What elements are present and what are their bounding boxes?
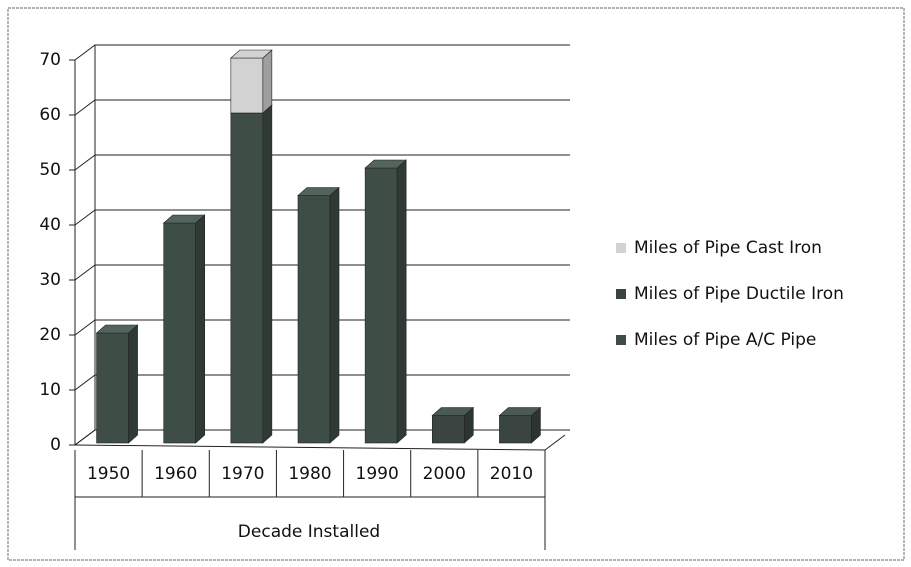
bar-top bbox=[364, 159, 407, 169]
x-tick-label: 1970 bbox=[221, 464, 264, 484]
bar-segment bbox=[297, 195, 331, 444]
grid-line bbox=[74, 154, 570, 171]
bar-segment bbox=[431, 415, 465, 444]
bar-segment bbox=[364, 167, 398, 444]
grid-line bbox=[74, 319, 570, 336]
y-tick-label: 50 bbox=[39, 160, 61, 180]
x-tick-label: 1990 bbox=[356, 464, 399, 484]
y-tick-label: 70 bbox=[39, 50, 61, 70]
grid-line bbox=[74, 374, 570, 391]
bar-side bbox=[396, 159, 407, 444]
x-tick-label: 1960 bbox=[154, 464, 197, 484]
y-tick-label: 10 bbox=[39, 380, 61, 400]
floor-edge bbox=[74, 444, 546, 451]
chart-frame bbox=[7, 7, 905, 561]
x-tick-label: 1950 bbox=[87, 464, 130, 484]
x-tick-label: 2000 bbox=[423, 464, 466, 484]
bar-top bbox=[297, 187, 340, 196]
grid-line bbox=[74, 209, 570, 226]
x-tick-label: 1980 bbox=[288, 464, 331, 484]
bar-segment bbox=[96, 332, 129, 444]
y-tick-label: 30 bbox=[39, 270, 61, 290]
bar-top bbox=[431, 407, 475, 416]
bar-segment bbox=[230, 57, 264, 114]
grid-line bbox=[74, 429, 570, 446]
bar-side bbox=[262, 104, 273, 444]
floor-edge bbox=[544, 434, 566, 451]
legend-label: Miles of Pipe A/C Pipe bbox=[634, 330, 816, 350]
y-tick-label: 60 bbox=[39, 105, 61, 125]
grid-line bbox=[74, 264, 570, 281]
bar-segment bbox=[499, 415, 532, 444]
legend-swatch bbox=[616, 335, 626, 345]
legend-swatch bbox=[616, 243, 626, 253]
bar-segment bbox=[230, 112, 264, 444]
bar-segment bbox=[163, 222, 197, 444]
bar-side bbox=[262, 49, 273, 114]
bar-top bbox=[498, 407, 542, 416]
bar-side bbox=[329, 186, 340, 444]
bar-top bbox=[95, 324, 139, 334]
bar-top bbox=[230, 49, 273, 59]
grid-line bbox=[74, 44, 570, 61]
y-tick-label: 20 bbox=[39, 325, 61, 345]
y-tick-label: 0 bbox=[50, 435, 61, 455]
bar-side bbox=[195, 214, 206, 444]
grid-line bbox=[74, 99, 570, 116]
legend-swatch bbox=[616, 289, 626, 299]
legend-label: Miles of Pipe Cast Iron bbox=[634, 238, 822, 258]
x-tick-label: 2010 bbox=[490, 464, 533, 484]
bar-top bbox=[162, 214, 206, 224]
bar-side bbox=[128, 324, 138, 444]
x-axis-label: Decade Installed bbox=[238, 522, 380, 542]
legend-label: Miles of Pipe Ductile Iron bbox=[634, 284, 844, 304]
y-tick-label: 40 bbox=[39, 215, 61, 235]
